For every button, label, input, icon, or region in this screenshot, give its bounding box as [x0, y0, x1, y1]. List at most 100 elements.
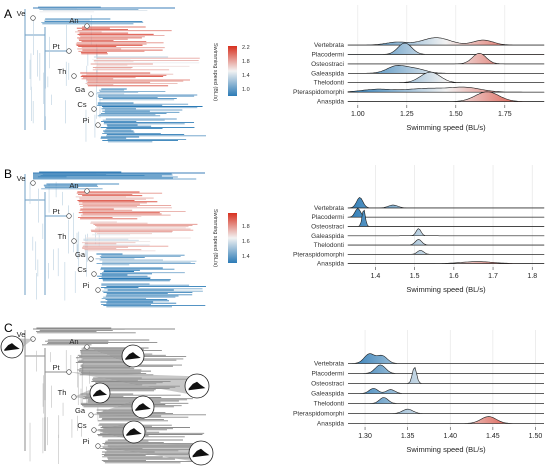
category-label: Placodermi: [311, 51, 344, 58]
colorbar-tick: 1.4: [242, 73, 250, 79]
silhouette-connector: [91, 398, 143, 416]
category-label: Osteostraci: [311, 381, 344, 388]
density-ridge: [347, 228, 545, 237]
category-label: Thelodonti: [314, 401, 344, 408]
ridgeline-chart-c: Vertebrata Placodermi Osteostraci Galeaspid…: [293, 330, 544, 454]
category-label: Anaspida: [317, 99, 344, 106]
category-label: Pteraspidomorphi: [293, 251, 344, 258]
density-ridge: [347, 71, 545, 84]
colorbar-a: Swimming speed (BL/s) 2.2 1.8 1.4 1.0: [212, 43, 250, 101]
panel-b: B Ve An Pt Th Ga Cs Pi Swimming speed (BL/s) 1…: [4, 165, 545, 308]
fish-silhouette-icon: [4, 343, 20, 351]
x-tick-label: 1.6: [449, 273, 459, 280]
panel-c: C Ve An Pt Th Ga Cs Pi Vertebrata Placodermi Ost…: [0, 321, 544, 466]
fish-silhouette-icon: [93, 389, 107, 397]
density-ridge: [347, 42, 545, 55]
tree-node-marker: [84, 188, 90, 194]
density-ridge: [347, 37, 545, 46]
tree-node-label: Ga: [75, 406, 86, 415]
tree-node-marker: [30, 15, 36, 21]
tree-node-marker: [71, 73, 77, 79]
colorbar-tick: 1.4: [242, 254, 250, 260]
tree-node-marker: [95, 122, 101, 128]
phylogeny-tree-b: Ve An Pt Th Ga Cs Pi: [17, 171, 206, 308]
category-label: Osteostraci: [311, 61, 344, 68]
x-tick-label: 1.50: [529, 433, 543, 440]
fish-silhouette-icon: [126, 428, 142, 436]
tree-node-marker: [30, 180, 36, 186]
colorbar-b: Swimming speed (BL/s) 1.8 1.6 1.4: [212, 209, 250, 267]
x-axis-label: Swimming speed (BL/s): [406, 445, 486, 454]
tree-node-label: An: [69, 337, 78, 346]
phylogeny-tree-c: Ve An Pt Th Ga Cs Pi: [0, 327, 214, 466]
density-ridge: [347, 52, 545, 65]
colorbar-gradient-a: [228, 46, 237, 96]
tree-node-label: Pi: [83, 281, 90, 290]
tree-node-label: An: [69, 16, 78, 25]
panel-label-b: B: [4, 167, 12, 181]
tree-node-marker: [91, 106, 97, 112]
tree-node-label: Th: [58, 67, 67, 76]
tree-node-label: An: [69, 181, 78, 190]
silhouette-connector: [87, 347, 133, 365]
category-label: Pteraspidomorphi: [293, 411, 344, 418]
x-tick-label: 1.75: [498, 111, 512, 118]
fish-silhouette-icon: [192, 448, 210, 458]
silhouette-connector: [98, 443, 201, 463]
x-axis-label: Swimming speed (BL/s): [406, 285, 486, 294]
density-ridge: [347, 86, 545, 93]
x-tick-label: 1.35: [401, 433, 415, 440]
x-tick-label: 1.40: [443, 433, 457, 440]
colorbar-title-a: Swimming speed (BL/s): [212, 43, 218, 101]
x-axis-label: Swimming speed (BL/s): [406, 123, 486, 132]
colorbar-tick: 1.8: [242, 224, 250, 230]
tree-node-marker: [88, 256, 94, 262]
density-ridge: [348, 366, 544, 384]
x-tick-label: 1.25: [400, 111, 414, 118]
colorbar-tick: 2.2: [242, 45, 250, 51]
colorbar-tick: 1.0: [242, 87, 250, 93]
tree-node-label: Pt: [52, 42, 60, 51]
category-label: Vertebrata: [314, 205, 344, 212]
density-ridge: [348, 64, 544, 74]
category-label: Thelodonti: [314, 242, 344, 249]
density-ridge: [348, 388, 544, 394]
category-label: Anaspida: [317, 421, 344, 428]
x-tick-label: 1.4: [371, 273, 381, 280]
category-label: Thelodonti: [314, 80, 344, 87]
tree-node-label: Ve: [17, 330, 26, 339]
tree-node-label: Pt: [52, 207, 60, 216]
silhouette-connector: [69, 372, 197, 396]
density-ridge: [347, 261, 545, 264]
category-label: Galeaspida: [311, 70, 344, 77]
category-label: Anaspida: [317, 261, 344, 268]
category-label: Galeaspida: [311, 391, 344, 398]
category-label: Pteraspidomorphi: [293, 89, 344, 96]
density-ridge: [348, 364, 544, 374]
density-ridge: [347, 209, 545, 227]
tree-node-marker: [66, 213, 72, 219]
x-tick-label: 1.45: [486, 433, 500, 440]
tree-node-label: Cs: [77, 265, 86, 274]
ridgeline-chart-b: Vertebrata Placodermi Osteostraci Galeaspid…: [293, 165, 545, 294]
category-label: Placodermi: [311, 214, 344, 221]
density-ridge: [347, 250, 545, 255]
category-label: Galeaspida: [311, 233, 344, 240]
tree-node-label: Pt: [52, 363, 60, 372]
density-ridge: [347, 197, 545, 209]
x-tick-label: 1.7: [488, 273, 498, 280]
colorbar-title-b: Swimming speed (BL/s): [212, 209, 218, 267]
tree-node-label: Th: [58, 232, 67, 241]
density-ridge: [347, 91, 545, 102]
tree-node-label: Ga: [75, 250, 86, 259]
fish-silhouette-icon: [125, 352, 141, 360]
x-tick-label: 1.30: [358, 433, 372, 440]
tree-node-marker: [71, 238, 77, 244]
tree-node-marker: [91, 271, 97, 277]
x-tick-label: 1.00: [351, 111, 365, 118]
tree-node-label: Ve: [17, 9, 26, 18]
tree-node-label: Ve: [17, 174, 26, 183]
panel-label-c: C: [4, 321, 13, 335]
tree-node-label: Pi: [83, 437, 90, 446]
